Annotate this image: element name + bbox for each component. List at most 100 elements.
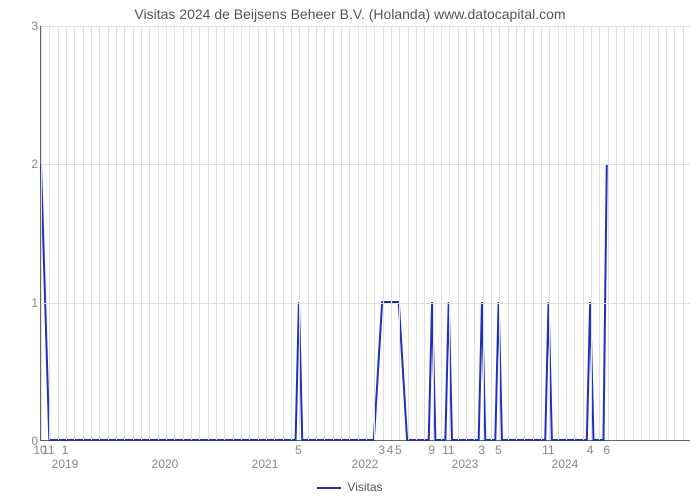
gridline-v — [466, 26, 467, 440]
gridline-v — [258, 26, 259, 440]
gridline-v — [474, 26, 475, 440]
xtick-year-label: 2024 — [552, 457, 579, 471]
gridline-v — [133, 26, 134, 440]
gridline-v — [566, 26, 567, 440]
gridline-v — [108, 26, 109, 440]
gridline-v — [391, 26, 392, 440]
gridline-v — [149, 26, 150, 440]
gridline-v — [641, 26, 642, 440]
xtick-year-label: 2020 — [152, 457, 179, 471]
gridline-v — [674, 26, 675, 440]
legend: Visitas — [0, 480, 700, 494]
gridline-v — [116, 26, 117, 440]
gridline-v — [66, 26, 67, 440]
gridline-v — [399, 26, 400, 440]
gridline-v — [283, 26, 284, 440]
gridline-v — [333, 26, 334, 440]
gridline-v — [516, 26, 517, 440]
gridline-v — [633, 26, 634, 440]
gridline-v — [141, 26, 142, 440]
chart-container: Visitas 2024 de Beijsens Beheer B.V. (Ho… — [0, 0, 700, 500]
xtick-month-label: 5 — [388, 443, 408, 457]
gridline-v — [524, 26, 525, 440]
gridline-v — [274, 26, 275, 440]
gridline-v — [241, 26, 242, 440]
gridline-v — [441, 26, 442, 440]
gridline-h — [41, 164, 690, 165]
gridline-v — [583, 26, 584, 440]
gridline-h — [41, 303, 690, 304]
gridline-v — [558, 26, 559, 440]
gridline-v — [608, 26, 609, 440]
plot-area — [40, 26, 690, 441]
gridline-v — [99, 26, 100, 440]
gridline-v — [166, 26, 167, 440]
gridline-v — [458, 26, 459, 440]
gridline-v — [483, 26, 484, 440]
legend-swatch — [317, 487, 341, 489]
xtick-year-label: 2023 — [452, 457, 479, 471]
gridline-v — [208, 26, 209, 440]
gridline-v — [183, 26, 184, 440]
gridline-v — [58, 26, 59, 440]
gridline-v — [49, 26, 50, 440]
chart-title: Visitas 2024 de Beijsens Beheer B.V. (Ho… — [0, 6, 700, 22]
gridline-v — [383, 26, 384, 440]
gridline-v — [349, 26, 350, 440]
gridline-v — [224, 26, 225, 440]
legend-label: Visitas — [347, 480, 382, 494]
gridline-v — [508, 26, 509, 440]
gridline-v — [174, 26, 175, 440]
gridline-v — [266, 26, 267, 440]
gridline-v — [591, 26, 592, 440]
gridline-v — [449, 26, 450, 440]
gridline-v — [374, 26, 375, 440]
gridline-v — [533, 26, 534, 440]
gridline-v — [624, 26, 625, 440]
xtick-month-label: 6 — [597, 443, 617, 457]
gridline-v — [191, 26, 192, 440]
gridline-v — [74, 26, 75, 440]
gridline-v — [249, 26, 250, 440]
gridline-v — [291, 26, 292, 440]
gridline-v — [599, 26, 600, 440]
gridline-v — [416, 26, 417, 440]
xtick-month-label: 11 — [438, 443, 458, 457]
gridline-v — [574, 26, 575, 440]
gridline-v — [199, 26, 200, 440]
xtick-year-label: 2021 — [252, 457, 279, 471]
gridline-v — [649, 26, 650, 440]
ytick-label: 1 — [8, 296, 38, 310]
gridline-v — [233, 26, 234, 440]
xtick-month-label: 11 — [538, 443, 558, 457]
gridline-v — [124, 26, 125, 440]
gridline-v — [666, 26, 667, 440]
gridline-v — [424, 26, 425, 440]
gridline-v — [616, 26, 617, 440]
gridline-v — [341, 26, 342, 440]
gridline-v — [366, 26, 367, 440]
gridline-v — [299, 26, 300, 440]
gridline-v — [491, 26, 492, 440]
gridline-v — [541, 26, 542, 440]
gridline-v — [324, 26, 325, 440]
gridline-v — [658, 26, 659, 440]
gridline-v — [499, 26, 500, 440]
xtick-month-label: 5 — [488, 443, 508, 457]
gridline-v — [316, 26, 317, 440]
xtick-month-label: 1 — [55, 443, 75, 457]
gridline-h — [41, 26, 690, 27]
ytick-label: 3 — [8, 19, 38, 33]
gridline-v — [216, 26, 217, 440]
gridline-v — [549, 26, 550, 440]
gridline-v — [358, 26, 359, 440]
gridline-v — [308, 26, 309, 440]
gridline-v — [83, 26, 84, 440]
xtick-year-label: 2019 — [52, 457, 79, 471]
gridline-v — [41, 26, 42, 440]
gridline-v — [91, 26, 92, 440]
xtick-month-label: 5 — [288, 443, 308, 457]
gridline-v — [158, 26, 159, 440]
gridline-v — [433, 26, 434, 440]
ytick-label: 2 — [8, 157, 38, 171]
